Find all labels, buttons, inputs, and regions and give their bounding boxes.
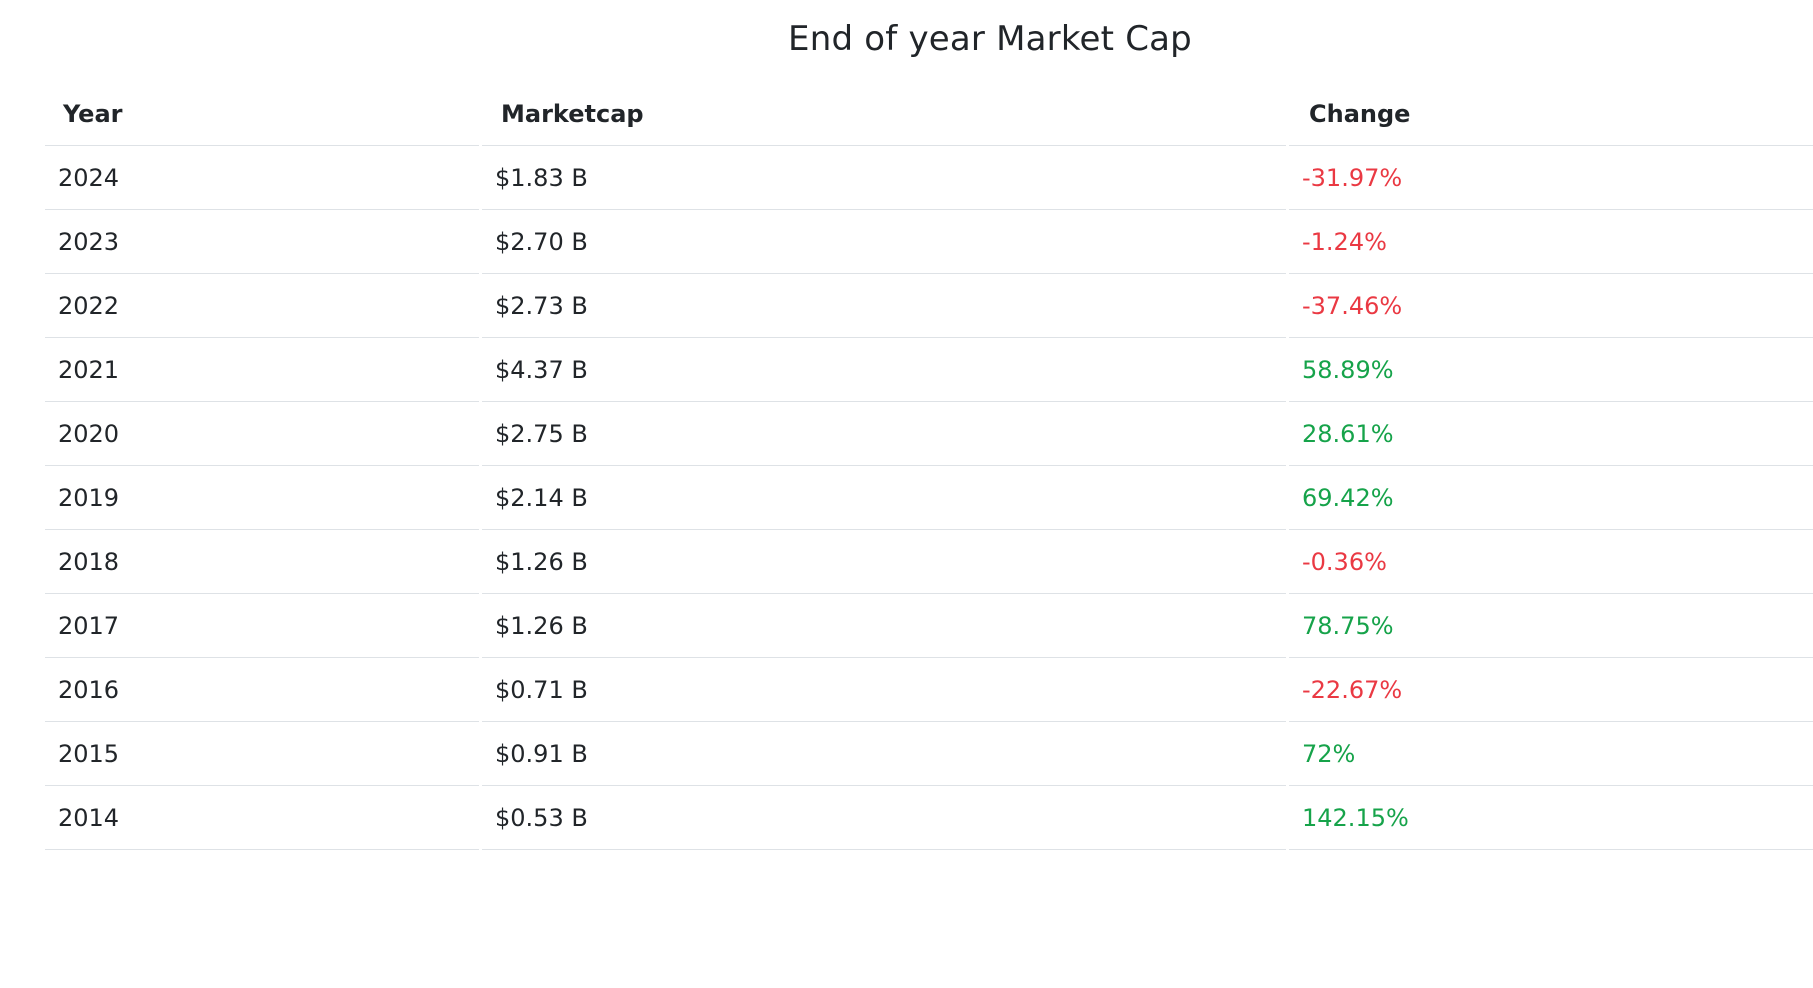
change-cell: -1.24% xyxy=(1289,210,1813,274)
marketcap-cell: $1.26 B xyxy=(482,594,1286,658)
change-cell: 28.61% xyxy=(1289,402,1813,466)
marketcap-cell: $1.83 B xyxy=(482,146,1286,210)
column-header-change[interactable]: Change xyxy=(1289,82,1813,146)
change-cell: 142.15% xyxy=(1289,786,1813,850)
change-cell: -0.36% xyxy=(1289,530,1813,594)
marketcap-cell: $2.75 B xyxy=(482,402,1286,466)
year-cell: 2020 xyxy=(45,402,479,466)
table-row: 2021 $4.37 B 58.89% xyxy=(45,338,1813,402)
change-cell: 78.75% xyxy=(1289,594,1813,658)
marketcap-cell: $4.37 B xyxy=(482,338,1286,402)
year-cell: 2023 xyxy=(45,210,479,274)
table-row: 2018 $1.26 B -0.36% xyxy=(45,530,1813,594)
year-cell: 2017 xyxy=(45,594,479,658)
table-row: 2016 $0.71 B -22.67% xyxy=(45,658,1813,722)
marketcap-cell: $2.70 B xyxy=(482,210,1286,274)
table-row: 2014 $0.53 B 142.15% xyxy=(45,786,1813,850)
column-header-year[interactable]: Year xyxy=(45,82,479,146)
table-body: 2024 $1.83 B -31.97% 2023 $2.70 B -1.24%… xyxy=(45,146,1813,850)
year-cell: 2015 xyxy=(45,722,479,786)
table-row: 2019 $2.14 B 69.42% xyxy=(45,466,1813,530)
change-cell: -31.97% xyxy=(1289,146,1813,210)
change-cell: -37.46% xyxy=(1289,274,1813,338)
change-cell: -22.67% xyxy=(1289,658,1813,722)
marketcap-cell: $0.53 B xyxy=(482,786,1286,850)
year-cell: 2022 xyxy=(45,274,479,338)
change-cell: 72% xyxy=(1289,722,1813,786)
marketcap-cell: $1.26 B xyxy=(482,530,1286,594)
table-header: Year Marketcap Change xyxy=(45,82,1813,146)
table-row: 2020 $2.75 B 28.61% xyxy=(45,402,1813,466)
table-row: 2015 $0.91 B 72% xyxy=(45,722,1813,786)
page-title: End of year Market Cap xyxy=(788,19,1192,59)
year-cell: 2014 xyxy=(45,786,479,850)
year-cell: 2019 xyxy=(45,466,479,530)
header-row: Year Marketcap Change xyxy=(45,82,1813,146)
year-cell: 2018 xyxy=(45,530,479,594)
marketcap-cell: $2.73 B xyxy=(482,274,1286,338)
marketcap-cell: $2.14 B xyxy=(482,466,1286,530)
marketcap-cell: $0.71 B xyxy=(482,658,1286,722)
change-cell: 58.89% xyxy=(1289,338,1813,402)
market-cap-table: Year Marketcap Change 2024 $1.83 B -31.9… xyxy=(42,82,1813,850)
marketcap-cell: $0.91 B xyxy=(482,722,1286,786)
table-row: 2023 $2.70 B -1.24% xyxy=(45,210,1813,274)
year-cell: 2016 xyxy=(45,658,479,722)
year-cell: 2024 xyxy=(45,146,479,210)
table-row: 2017 $1.26 B 78.75% xyxy=(45,594,1813,658)
table-row: 2024 $1.83 B -31.97% xyxy=(45,146,1813,210)
column-header-marketcap[interactable]: Marketcap xyxy=(482,82,1286,146)
year-cell: 2021 xyxy=(45,338,479,402)
change-cell: 69.42% xyxy=(1289,466,1813,530)
table-row: 2022 $2.73 B -37.46% xyxy=(45,274,1813,338)
